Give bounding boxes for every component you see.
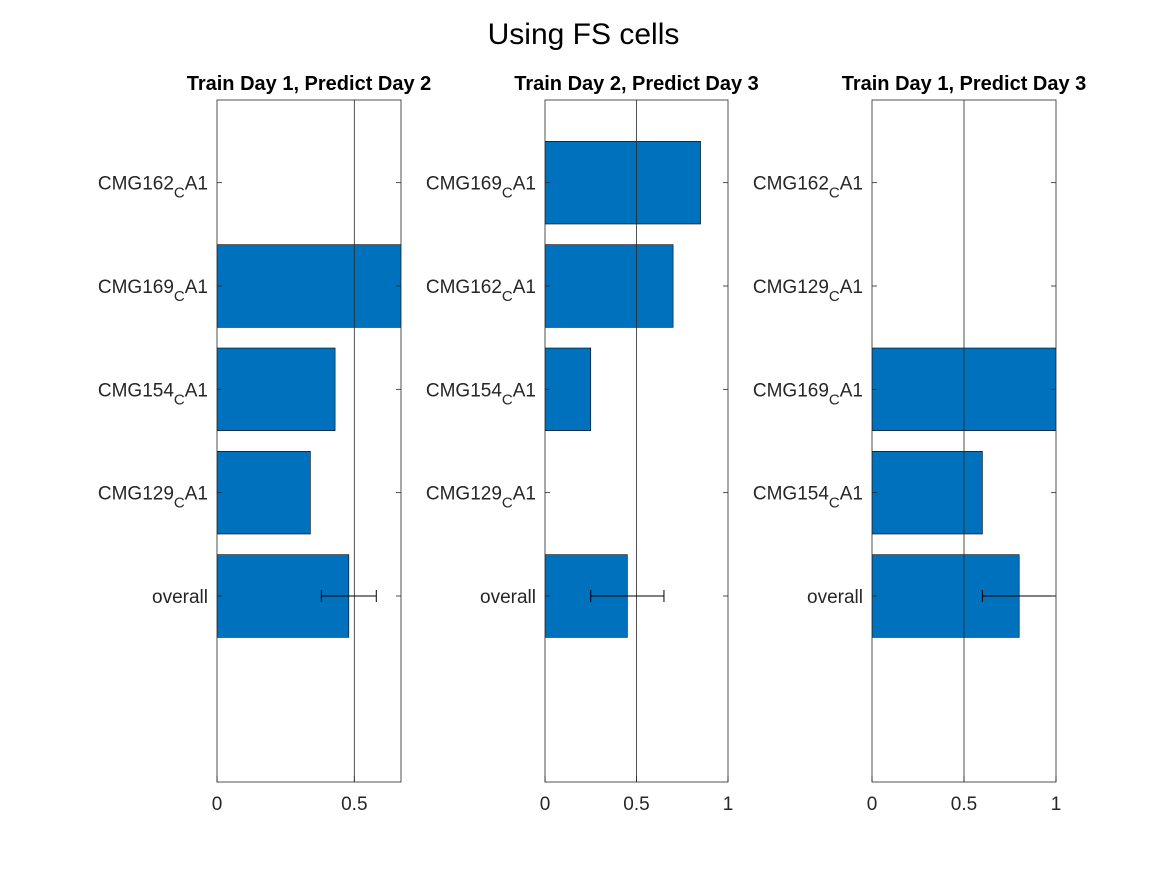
y-tick-label: CMG169CA1 xyxy=(98,277,208,305)
axes-frame-1 xyxy=(216,99,402,783)
y-tick-label: overall xyxy=(480,587,536,608)
panel-1: CMG162CA1 CMG169CA1 CMG154CA1 CMG129CA1 over… xyxy=(98,73,431,815)
y-tick-label: CMG162CA1 xyxy=(753,174,863,202)
panel-title-1: Train Day 1, Predict Day 2 xyxy=(187,73,432,95)
y-tick-label: overall xyxy=(152,587,208,608)
y-tick-label: CMG154CA1 xyxy=(426,380,536,408)
y-tick-label: CMG162CA1 xyxy=(426,277,536,305)
axes-background-1 xyxy=(217,100,401,782)
y-tick-label: CMG154CA1 xyxy=(753,484,863,512)
x-tick-label: 0.5 xyxy=(341,794,367,815)
y-tick-label: CMG154CA1 xyxy=(98,380,208,408)
bar xyxy=(545,141,701,225)
figure-title: Using FS cells xyxy=(487,18,680,51)
x-tick-label: 0.5 xyxy=(951,794,977,815)
bar xyxy=(545,347,592,431)
y-tick-label: CMG162CA1 xyxy=(98,174,208,202)
bar xyxy=(872,451,983,535)
panel-3: CMG162CA1 CMG129CA1 CMG169CA1 CMG154CA1 over… xyxy=(753,73,1086,815)
x-tick-label: 0.5 xyxy=(623,794,649,815)
bar xyxy=(217,244,401,328)
bar xyxy=(545,244,674,328)
y-tick-label: CMG169CA1 xyxy=(753,380,863,408)
y-tick-label: overall xyxy=(807,587,863,608)
panel-2: CMG169CA1 CMG162CA1 CMG154CA1 CMG129CA1 over… xyxy=(426,73,759,815)
y-tick-label: CMG129CA1 xyxy=(426,484,536,512)
bar xyxy=(217,347,336,431)
bar xyxy=(217,451,311,535)
y-tick-label: CMG129CA1 xyxy=(753,277,863,305)
panel-title-3: Train Day 1, Predict Day 3 xyxy=(842,73,1087,95)
x-tick-label: 1 xyxy=(723,794,734,815)
y-tick-label: CMG169CA1 xyxy=(426,174,536,202)
x-tick-label: 0 xyxy=(867,794,878,815)
y-tick-label: CMG129CA1 xyxy=(98,484,208,512)
x-tick-label: 0 xyxy=(540,794,551,815)
x-tick-label: 0 xyxy=(212,794,223,815)
x-tick-label: 1 xyxy=(1051,794,1062,815)
panel-title-2: Train Day 2, Predict Day 3 xyxy=(514,73,759,95)
